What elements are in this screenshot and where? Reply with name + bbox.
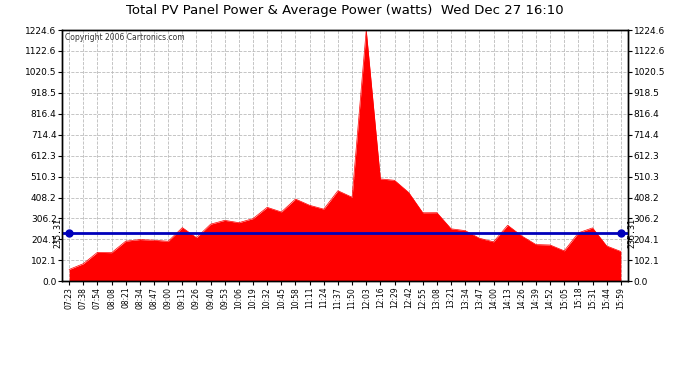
Text: Copyright 2006 Cartronics.com: Copyright 2006 Cartronics.com — [65, 33, 184, 42]
Text: 235.31: 235.31 — [53, 218, 62, 248]
Text: Total PV Panel Power & Average Power (watts)  Wed Dec 27 16:10: Total PV Panel Power & Average Power (wa… — [126, 4, 564, 17]
Text: 235.31: 235.31 — [628, 218, 637, 248]
